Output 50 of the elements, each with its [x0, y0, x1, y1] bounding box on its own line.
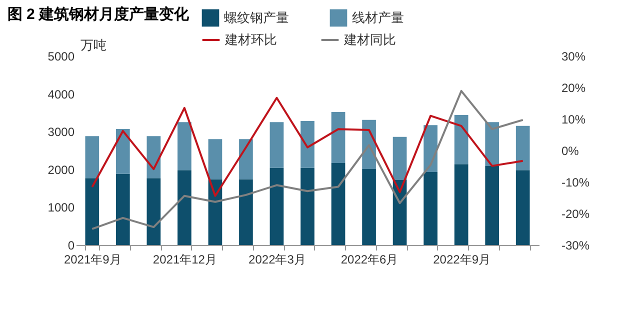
- y-tick-label: 0: [68, 238, 75, 252]
- y2-tick-label: -10%: [562, 176, 590, 190]
- x-tick-label: 2021年9月: [64, 252, 122, 266]
- bar: [516, 126, 530, 170]
- bar: [300, 121, 314, 168]
- bar: [331, 162, 346, 245]
- y2-tick-label: 30%: [562, 50, 586, 64]
- line-series: [91, 90, 524, 230]
- x-tick-label: 2022年9月: [433, 252, 491, 266]
- chart-title: 图 2 建筑钢材月度产量变化: [7, 5, 190, 23]
- line-series: [91, 96, 524, 197]
- legend-label: 螺纹钢产量: [224, 10, 289, 25]
- bar: [516, 170, 530, 245]
- bar: [362, 169, 376, 245]
- legend-label: 建材环比: [224, 32, 277, 47]
- bar: [454, 114, 468, 164]
- bar: [146, 178, 161, 245]
- y-tick-label: 5000: [48, 50, 75, 64]
- bar: [85, 136, 100, 178]
- bar: [392, 136, 407, 180]
- y-tick-label: 2000: [48, 162, 75, 177]
- bar: [178, 170, 192, 245]
- y2-tick-label: 0%: [562, 144, 580, 158]
- bar: [270, 122, 284, 168]
- y-tick-label: 4000: [48, 87, 75, 102]
- y2-tick-label: -30%: [562, 238, 590, 252]
- bar: [116, 174, 130, 245]
- bar: [116, 128, 130, 174]
- y-axis-title: 万吨: [80, 38, 106, 52]
- bar: [270, 168, 284, 245]
- bar: [85, 178, 100, 245]
- bar: [331, 112, 346, 163]
- bar: [485, 166, 500, 245]
- bar: [178, 122, 192, 170]
- x-tick-label: 2021年12月: [152, 252, 217, 266]
- y-tick-label: 1000: [48, 200, 75, 215]
- y2-tick-label: -20%: [562, 207, 590, 221]
- y-tick-label: 3000: [48, 125, 75, 140]
- bar: [239, 139, 253, 180]
- legend-label: 线材产量: [352, 10, 404, 25]
- legend-label: 建材同比: [343, 32, 396, 47]
- bar: [208, 139, 222, 180]
- bar: [239, 179, 253, 245]
- bar: [424, 172, 438, 245]
- bar: [454, 164, 468, 245]
- y2-tick-label: 10%: [562, 112, 586, 126]
- x-tick-label: 2022年6月: [340, 252, 398, 266]
- x-tick-label: 2022年3月: [248, 252, 306, 266]
- y2-tick-label: 20%: [562, 81, 586, 95]
- bar: [300, 168, 314, 245]
